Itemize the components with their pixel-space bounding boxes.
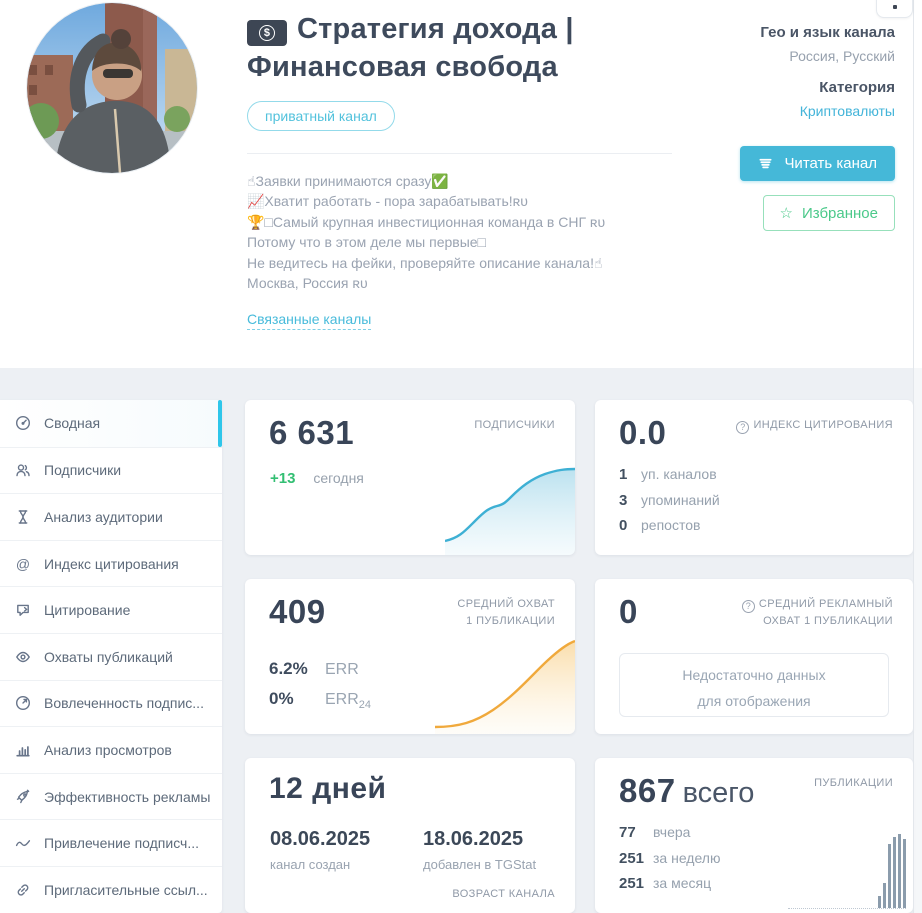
read-channel-button[interactable]: Читать канал — [740, 146, 895, 181]
channel-avatar — [27, 3, 197, 173]
sidebar-item-subscriber-engagement[interactable]: Вовлеченность подпис... — [0, 679, 222, 727]
link-icon — [15, 882, 31, 898]
citation-index-card-label: ? ИНДЕКС ЦИТИРОВАНИЯ — [736, 417, 893, 435]
channel-description-line: Потому что в этом деле мы первые□ — [247, 234, 487, 251]
citation-index-card: 0.0 ? ИНДЕКС ЦИТИРОВАНИЯ 1 уп. каналов 3 … — [595, 400, 913, 555]
dollar-banknote-icon: $ — [247, 20, 287, 47]
subscribers-card: 6 631 ПОДПИСЧИКИ +13 сегодня — [245, 400, 575, 555]
favorite-button[interactable]: ☆ Избранное — [762, 195, 895, 231]
citation-stats: 1 уп. каналов 3 упоминаний 0 репостов — [619, 466, 720, 543]
sidebar-item-post-reach[interactable]: Охваты публикаций — [0, 632, 222, 680]
sidebar-item-views-analysis[interactable]: Анализ просмотров — [0, 726, 222, 773]
channel-age-value: 12 дней — [269, 772, 387, 805]
no-data-panel: Недостаточно данных для отображения — [619, 653, 889, 717]
subscribers-count: 6 631 — [269, 414, 355, 451]
publications-card: 867 всего ПУБЛИКАЦИИ 77 вчера 251 за неде… — [595, 758, 913, 913]
channel-title-text: Стратегия дохода | Финансовая свобода — [247, 13, 574, 84]
rocket-icon — [15, 789, 31, 805]
list-lines-icon — [758, 156, 773, 171]
sidebar-item-subscribers[interactable]: Подписчики — [0, 446, 222, 494]
page-title: $ Стратегия дохода | Финансовая свобода — [247, 10, 692, 87]
publications-bar-chart — [878, 834, 906, 908]
created-date-col: 08.06.2025 канал создан — [270, 828, 371, 872]
channel-age-card-label: ВОЗРАСТ КАНАЛА — [452, 888, 555, 900]
average-ad-reach-card-label: ? СРЕДНИЙ РЕКЛАМНЫЙ ОХВАТ 1 ПУБЛИКАЦИИ — [741, 596, 893, 631]
help-circle-icon[interactable]: ? — [736, 421, 750, 435]
corner-more-button[interactable] — [876, 0, 913, 18]
stat-row: 3 упоминаний — [619, 491, 720, 509]
average-reach-card: 409 СРЕДНИЙ ОХВАТ 1 ПУБЛИКАЦИИ 6.2% ERR … — [245, 579, 575, 734]
publications-total: 867 всего — [619, 772, 755, 809]
channel-header: $ Стратегия дохода | Финансовая свобода п… — [0, 0, 922, 368]
channel-description-line: Москва, Россия ʀᴜ — [247, 275, 368, 292]
average-ad-reach-card: 0 ? СРЕДНИЙ РЕКЛАМНЫЙ ОХВАТ 1 ПУБЛИКАЦИИ … — [595, 579, 913, 734]
channel-description: ☝Заявки принимаются сразу✅ 📈Хватит работ… — [247, 171, 692, 294]
geo-language-label: Гео и язык канала — [760, 24, 895, 41]
star-icon: ☆ — [779, 205, 793, 222]
citation-index-value: 0.0 — [619, 414, 667, 451]
dot-icon — [892, 5, 897, 9]
private-channel-badge: приватный канал — [247, 100, 395, 131]
sidebar-item-invite-links[interactable]: Пригласительные ссыл... — [0, 865, 222, 913]
channel-description-line: 🏆□Самый крупная инвестиционная команда в… — [247, 213, 606, 230]
eye-icon — [15, 649, 31, 665]
related-channels-link[interactable]: Связанные каналы — [247, 311, 372, 330]
hourglass-icon — [15, 509, 31, 525]
category-label: Категория — [819, 79, 895, 96]
gauge-icon — [15, 415, 31, 431]
at-sign-icon: @ — [15, 555, 31, 572]
sidebar-item-ad-effectiveness[interactable]: Эффективность рекламы — [0, 772, 222, 820]
sidebar-item-summary[interactable]: Сводная — [0, 400, 222, 447]
publications-chart-axis — [788, 908, 906, 909]
right-edge-divider — [913, 0, 922, 913]
stat-row: 77 вчера — [619, 824, 691, 841]
help-circle-icon[interactable]: ? — [741, 600, 755, 614]
err24-row: 0% ERR24 — [269, 689, 372, 712]
users-icon — [15, 462, 31, 478]
sidebar-item-subscriber-acquisition[interactable]: Привлечение подписч... — [0, 819, 222, 866]
channel-description-line: ☝Заявки принимаются сразу✅ — [247, 172, 449, 189]
bar-chart-icon — [15, 742, 31, 758]
stat-row: 251 за неделю — [619, 849, 721, 867]
average-reach-card-label: СРЕДНИЙ ОХВАТ 1 ПУБЛИКАЦИИ — [457, 598, 555, 628]
stat-row: 251 за месяц — [619, 875, 712, 892]
avatar-photo-placeholder — [27, 3, 197, 173]
subscribers-card-label: ПОДПИСЧИКИ — [474, 419, 555, 431]
channel-description-line: Не ведитесь на фейки, проверяйте описани… — [247, 254, 603, 271]
sidebar-item-citation[interactable]: Цитирование — [0, 586, 222, 633]
err-row: 6.2% ERR — [269, 659, 359, 678]
err-stats: 6.2% ERR 0% ERR24 — [269, 659, 371, 721]
publications-card-label: ПУБЛИКАЦИИ — [814, 777, 893, 789]
channel-age-card: 12 дней 08.06.2025 канал создан 18.06.20… — [245, 758, 575, 913]
reach-sparkline — [435, 639, 575, 734]
average-reach-value: 409 — [269, 593, 326, 630]
line-chart-icon — [15, 835, 31, 851]
subscribers-sparkline — [445, 467, 575, 555]
analytics-sidebar: Сводная Подписчики Анализ аудитории @ Ин… — [0, 400, 222, 913]
channel-dates: 08.06.2025 канал создан 18.06.2025 добав… — [270, 828, 575, 872]
quote-bubble-icon — [15, 602, 31, 618]
header-divider — [247, 152, 672, 154]
subscribers-delta-caption: сегодня — [313, 470, 364, 486]
geo-language-value: Россия, Русский — [789, 48, 895, 64]
average-ad-reach-value: 0 — [619, 593, 638, 630]
subscribers-delta: +13 — [270, 470, 296, 487]
sidebar-item-audience-analysis[interactable]: Анализ аудитории — [0, 493, 222, 540]
summary-cards-grid: 6 631 ПОДПИСЧИКИ +13 сегодня 0.0 ? ИНДЕКС… — [245, 400, 913, 913]
channel-description-line: 📈Хватит работать - пора зарабатывать!ʀᴜ — [247, 193, 528, 210]
stat-row: 1 уп. каналов — [619, 466, 717, 483]
stat-row: 0 репостов — [619, 517, 701, 534]
subscribers-delta-row: +13 сегодня — [270, 470, 364, 487]
sidebar-item-citation-index[interactable]: @ Индекс цитирования — [0, 539, 222, 587]
added-date-col: 18.06.2025 добавлен в TGStat — [423, 828, 537, 872]
publications-stats: 77 вчера 251 за неделю 251 за месяц — [619, 824, 720, 901]
engagement-gauge-icon — [15, 695, 31, 711]
category-link[interactable]: Криптовалюты — [799, 103, 895, 119]
